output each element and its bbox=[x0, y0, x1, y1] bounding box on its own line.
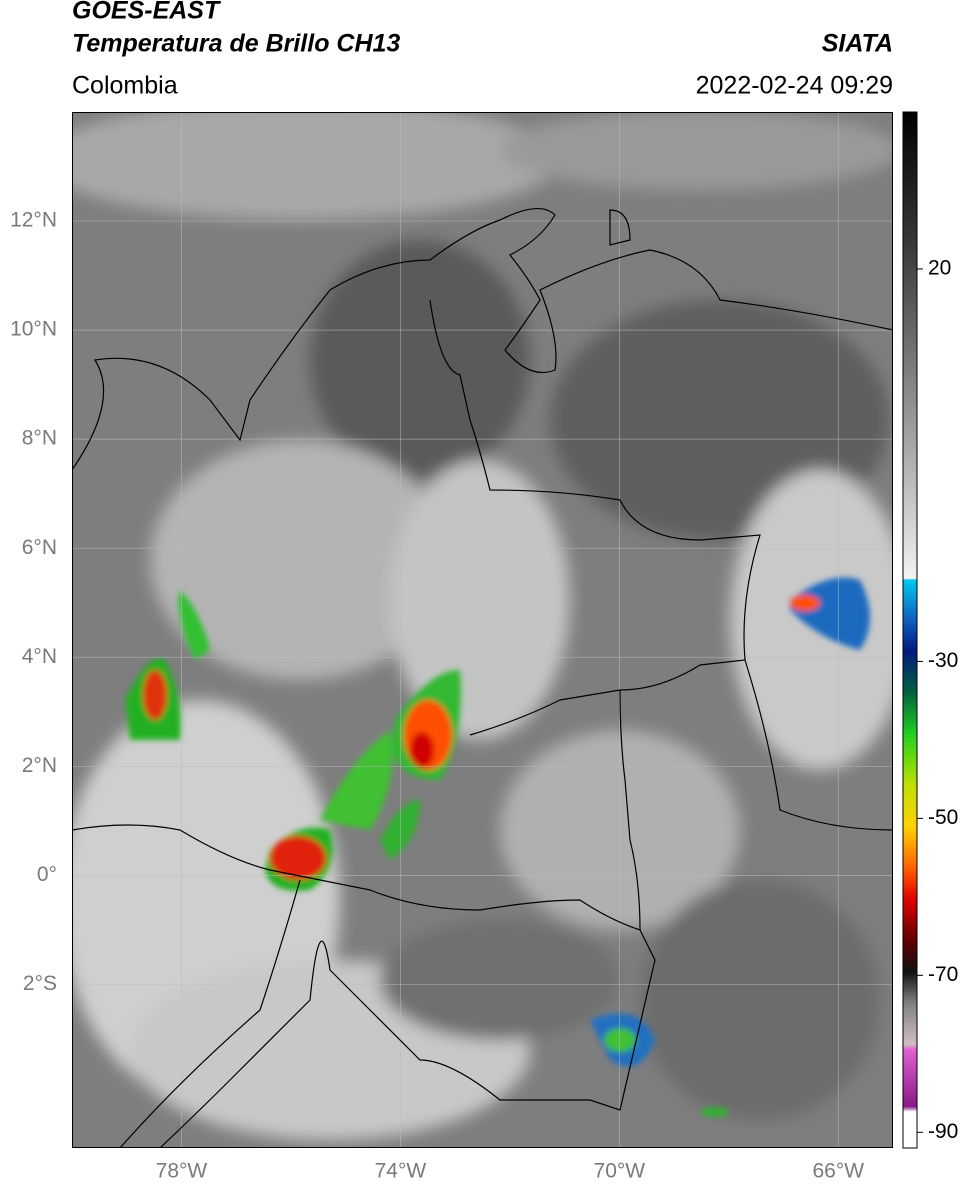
satellite-image bbox=[72, 112, 893, 1148]
colorbar-tick-label: -70 bbox=[928, 963, 958, 986]
colorbar-tick-label: -30 bbox=[928, 649, 958, 672]
lat-tick-label: 6°N bbox=[22, 536, 57, 559]
lon-tick-label: 66°W bbox=[812, 1160, 864, 1183]
colorbar bbox=[902, 111, 918, 1149]
colorbar-tick-label: 20 bbox=[928, 257, 951, 280]
lat-tick-label: 2°N bbox=[22, 754, 57, 777]
region: Colombia bbox=[72, 72, 178, 100]
lat-tick-label: 0° bbox=[37, 863, 57, 886]
lon-tick-label: 70°W bbox=[594, 1160, 646, 1183]
lat-tick-label: 8°N bbox=[22, 427, 57, 450]
lat-tick-label: 10°N bbox=[10, 318, 57, 341]
source: SIATA bbox=[822, 30, 893, 58]
title: GOES-EAST bbox=[72, 0, 222, 25]
country-borders bbox=[72, 208, 893, 1148]
lat-tick-label: 12°N bbox=[10, 209, 57, 232]
lat-tick-label: 2°S bbox=[23, 972, 57, 995]
colorbar-tick-label: -90 bbox=[928, 1120, 958, 1143]
lon-tick-label: 78°W bbox=[156, 1160, 208, 1183]
colorbar-tick-label: -50 bbox=[928, 806, 958, 829]
lat-tick-label: 4°N bbox=[22, 645, 57, 668]
datetime: 2022-02-24 09:29 bbox=[696, 72, 893, 100]
subtitle: Temperatura de Brillo CH13 bbox=[72, 30, 400, 58]
lon-tick-label: 74°W bbox=[375, 1160, 427, 1183]
